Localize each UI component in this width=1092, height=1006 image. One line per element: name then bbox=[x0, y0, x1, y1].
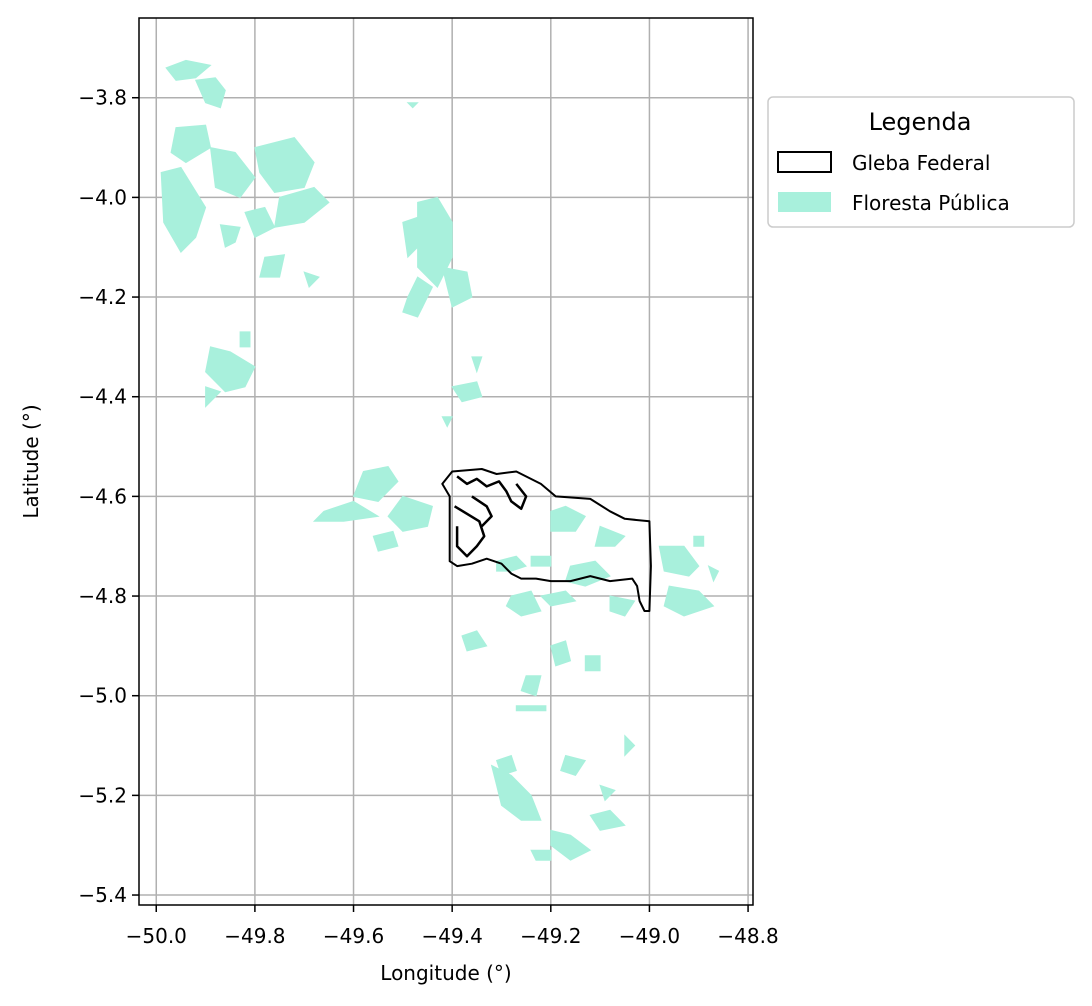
floresta-publica-patch bbox=[441, 266, 473, 308]
gleba-federal-inner-boundary bbox=[453, 505, 486, 558]
gleba-federal-boundary bbox=[441, 468, 652, 612]
floresta-publica-patch bbox=[303, 271, 320, 289]
floresta-publica-patch bbox=[417, 196, 453, 288]
floresta-publica-patch bbox=[160, 166, 207, 254]
floresta-publica-patch bbox=[451, 381, 483, 403]
ticks: −50.0 −49.8 −49.6 −49.4 −49.2 −49.0 −48.8 −3.8 −… bbox=[78, 86, 778, 948]
floresta-publica-patch bbox=[707, 565, 720, 583]
x-tick-label: −49.6 bbox=[323, 924, 384, 948]
y-tick-label: −4.6 bbox=[78, 484, 127, 508]
floresta-publica-patch bbox=[530, 849, 552, 861]
floresta-publica-patch bbox=[254, 137, 315, 193]
gleba-federal-inner-boundary bbox=[471, 495, 493, 528]
floresta-publica-patch bbox=[515, 705, 547, 712]
floresta-publica-patch bbox=[259, 254, 286, 278]
floresta-publica-patch bbox=[441, 416, 454, 428]
floresta-publica-patch bbox=[209, 146, 256, 199]
gleba-federal-layer bbox=[441, 468, 652, 612]
floresta-publica-patch bbox=[539, 590, 577, 607]
floresta-publica-patch bbox=[312, 500, 380, 522]
floresta-publica-patch bbox=[406, 102, 419, 109]
floresta-publica-patch bbox=[520, 675, 542, 697]
x-tick-label: −49.0 bbox=[619, 924, 680, 948]
y-tick-label: −3.8 bbox=[78, 86, 127, 110]
y-tick-label: −5.4 bbox=[78, 883, 127, 907]
grid bbox=[139, 18, 753, 905]
floresta-publica-patch bbox=[205, 386, 222, 408]
floresta-publica-patch bbox=[693, 535, 705, 547]
y-tick-label: −4.2 bbox=[78, 285, 127, 309]
y-tick-label: −4.4 bbox=[78, 385, 127, 409]
floresta-publica-patch bbox=[550, 640, 572, 667]
y-tick-label: −4.8 bbox=[78, 584, 127, 608]
floresta-publica-patch bbox=[244, 206, 276, 238]
legend-frame bbox=[767, 96, 1075, 228]
floresta-publica-patch bbox=[589, 809, 626, 831]
floresta-publica-patch bbox=[624, 734, 636, 757]
x-axis-label: Longitude (°) bbox=[380, 961, 511, 985]
legend-gleba-swatch bbox=[777, 151, 832, 173]
floresta-publica-layer bbox=[160, 59, 720, 861]
floresta-publica-patch bbox=[490, 764, 542, 821]
floresta-publica-patch bbox=[594, 525, 626, 547]
floresta-publica-patch bbox=[550, 829, 592, 861]
floresta-publica-patch bbox=[461, 630, 488, 652]
floresta-publica-patch bbox=[658, 545, 700, 577]
floresta-publica-patch bbox=[387, 495, 433, 532]
floresta-publica-patch bbox=[471, 356, 483, 374]
floresta-publica-patch bbox=[584, 655, 601, 672]
legend-title: Legenda bbox=[869, 108, 972, 136]
floresta-publica-patch bbox=[550, 505, 587, 532]
gleba-federal-inner-boundary bbox=[456, 475, 528, 511]
floresta-publica-patch bbox=[609, 595, 636, 617]
floresta-publica-patch bbox=[505, 590, 542, 617]
y-tick-label: −4.0 bbox=[78, 185, 127, 209]
floresta-publica-patch bbox=[599, 784, 616, 802]
y-tick-label: −5.0 bbox=[78, 684, 127, 708]
y-axis-label: Latitude (°) bbox=[19, 404, 43, 518]
floresta-publica-patch bbox=[564, 560, 611, 587]
floresta-publica-patch bbox=[239, 331, 251, 348]
floresta-publica-patch bbox=[372, 530, 399, 552]
y-tick-label: −5.2 bbox=[78, 783, 127, 807]
x-tick-label: −50.0 bbox=[126, 924, 187, 948]
floresta-publica-patch bbox=[352, 465, 399, 502]
floresta-publica-patch bbox=[219, 224, 241, 248]
legend-floresta-swatch bbox=[778, 192, 831, 212]
x-tick-label: −49.8 bbox=[224, 924, 285, 948]
x-tick-label: −48.8 bbox=[717, 924, 778, 948]
floresta-publica-patch bbox=[205, 346, 256, 393]
floresta-publica-patch bbox=[170, 124, 212, 164]
floresta-publica-patch bbox=[663, 585, 715, 617]
plot-frame bbox=[138, 17, 754, 906]
x-tick-label: −49.2 bbox=[520, 924, 581, 948]
floresta-publica-patch bbox=[194, 77, 226, 109]
legend-gleba-label: Gleba Federal bbox=[852, 151, 990, 175]
floresta-publica-patch bbox=[402, 296, 424, 318]
floresta-publica-patch bbox=[273, 186, 330, 228]
legend-floresta-label: Floresta Pública bbox=[852, 191, 1010, 215]
floresta-publica-patch bbox=[560, 754, 587, 776]
x-tick-label: −49.4 bbox=[422, 924, 483, 948]
floresta-publica-patch bbox=[165, 59, 212, 81]
legend: Legenda Gleba Federal Floresta Pública bbox=[767, 96, 1075, 228]
floresta-publica-patch bbox=[402, 216, 424, 259]
floresta-publica-patch bbox=[530, 555, 552, 567]
